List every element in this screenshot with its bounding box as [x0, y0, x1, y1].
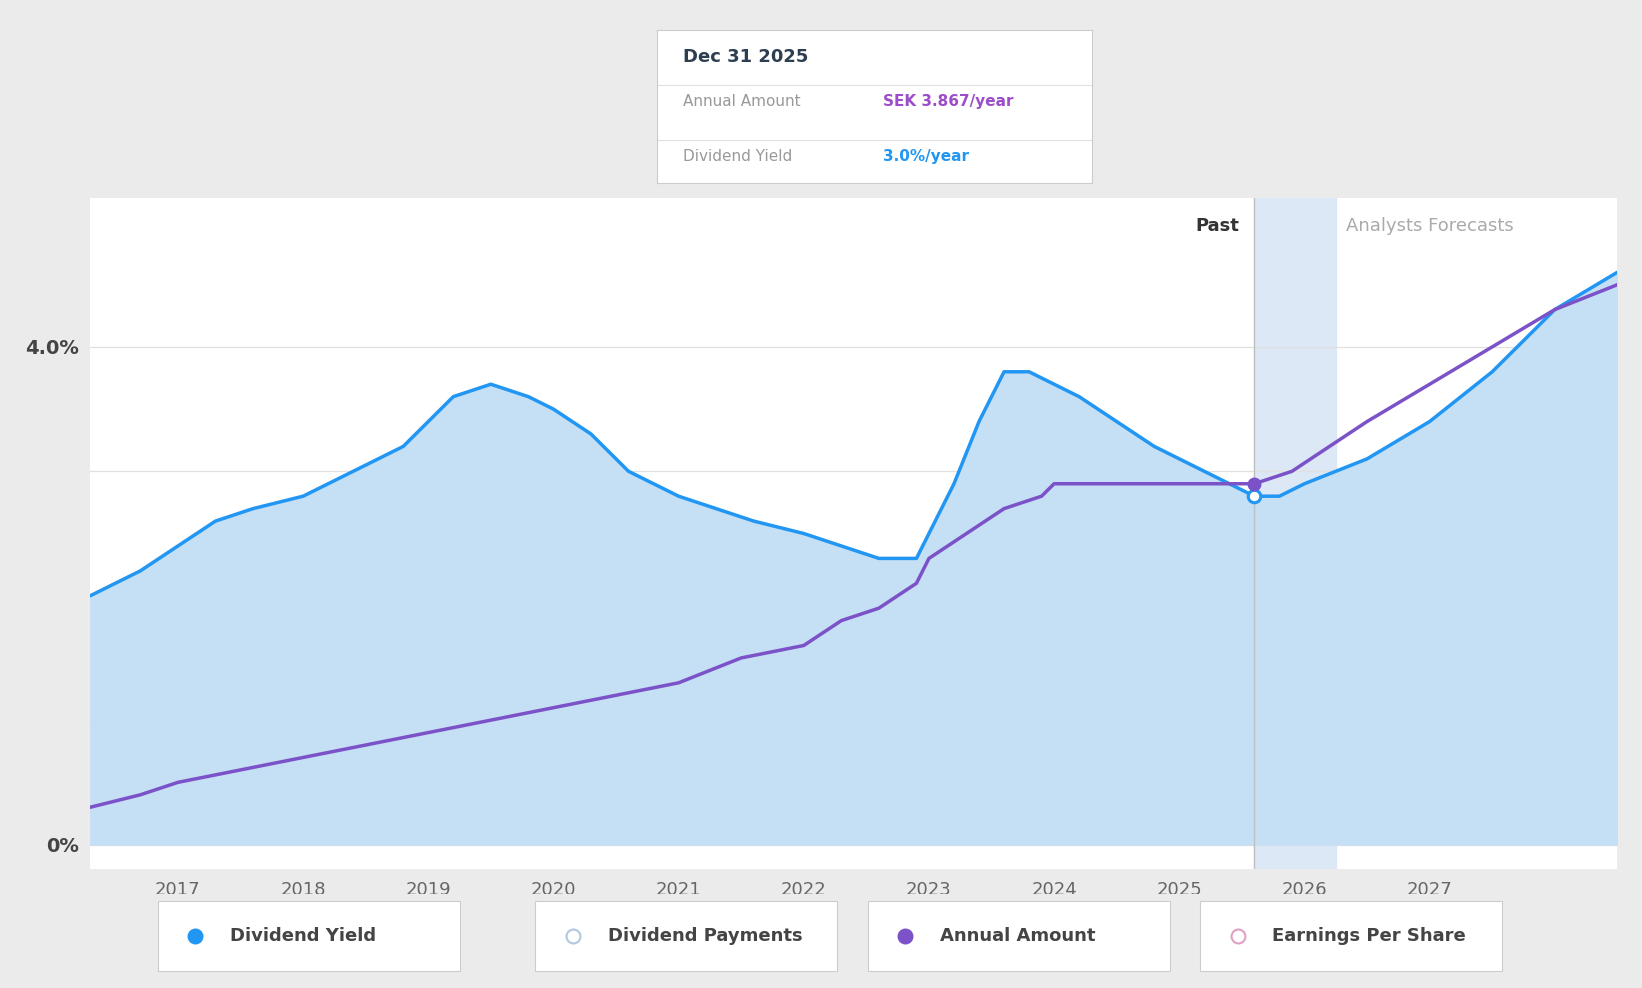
Text: Dec 31 2025: Dec 31 2025 — [683, 48, 808, 66]
Text: Earnings Per Share: Earnings Per Share — [1273, 927, 1466, 946]
Bar — [1254, 198, 1335, 869]
Text: Dividend Payments: Dividend Payments — [608, 927, 803, 946]
FancyBboxPatch shape — [1200, 901, 1502, 971]
FancyBboxPatch shape — [535, 901, 837, 971]
Text: SEK 3.867/year: SEK 3.867/year — [883, 94, 1013, 109]
Text: Dividend Yield: Dividend Yield — [683, 149, 791, 164]
FancyBboxPatch shape — [158, 901, 460, 971]
FancyBboxPatch shape — [867, 901, 1169, 971]
Text: Analysts Forecasts: Analysts Forecasts — [1346, 217, 1514, 235]
Text: Annual Amount: Annual Amount — [941, 927, 1095, 946]
Text: Dividend Yield: Dividend Yield — [230, 927, 376, 946]
Text: Annual Amount: Annual Amount — [683, 94, 801, 109]
Text: 3.0%/year: 3.0%/year — [883, 149, 969, 164]
Text: Past: Past — [1195, 217, 1240, 235]
